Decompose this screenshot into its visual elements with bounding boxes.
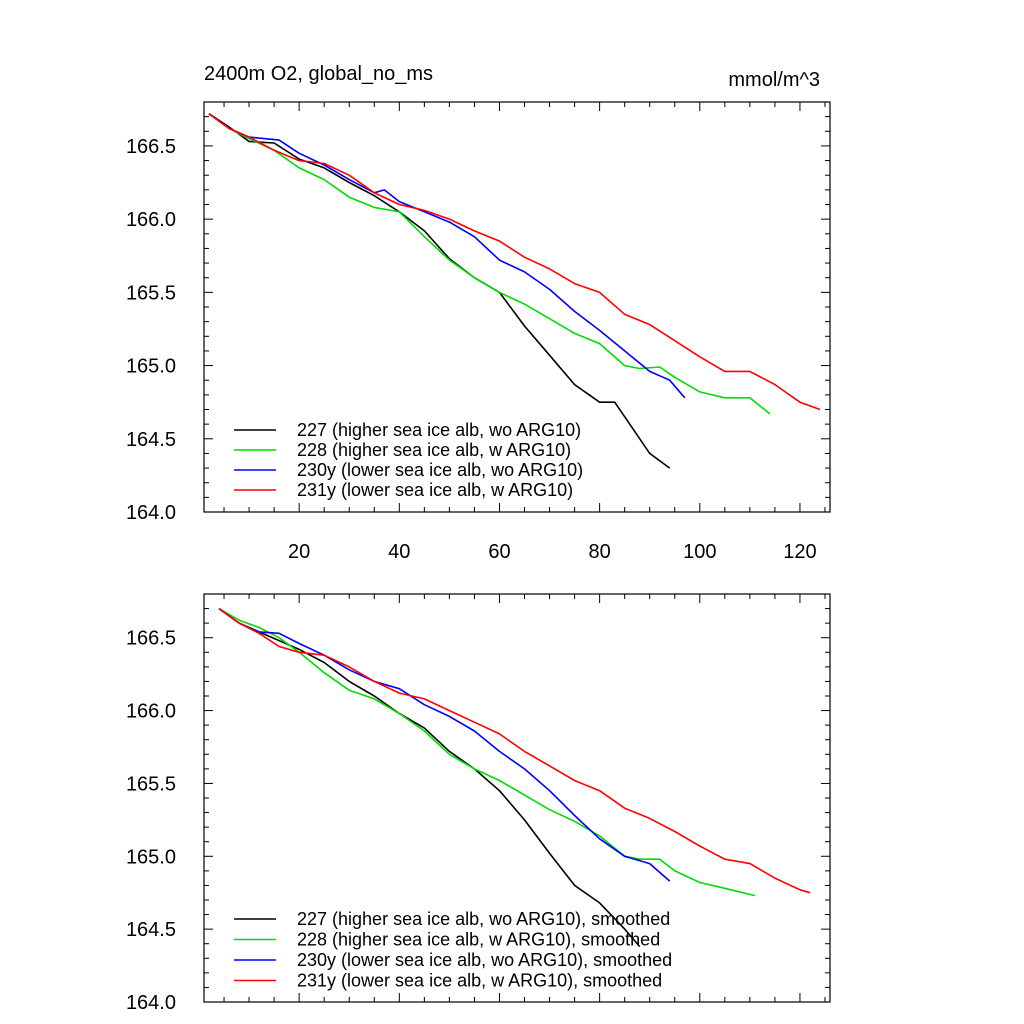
- y-tick-label: 166.0: [126, 701, 176, 723]
- legend-label: 230y (lower sea ice alb, wo ARG10), smoo…: [297, 950, 672, 970]
- units-label: mmol/m^3: [728, 69, 820, 91]
- y-tick-label: 165.0: [126, 356, 176, 378]
- y-tick-label: 166.5: [126, 136, 176, 158]
- legend-label: 231y (lower sea ice alb, w ARG10), smoot…: [297, 971, 662, 991]
- legend-label: 227 (higher sea ice alb, wo ARG10): [297, 420, 581, 440]
- y-tick-label: 165.5: [126, 773, 176, 795]
- y-tick-label: 164.0: [126, 502, 176, 524]
- series-line: [208, 113, 821, 411]
- legend-label: 228 (higher sea ice alb, w ARG10), smoot…: [297, 930, 660, 950]
- y-tick-label: 165.0: [126, 846, 176, 868]
- figure-title: 2400m O2, global_no_ms: [204, 63, 433, 85]
- x-tick-label: 80: [589, 541, 611, 563]
- x-tick-label: 100: [683, 541, 716, 563]
- y-tick-label: 164.5: [126, 919, 176, 941]
- series-line: [208, 113, 671, 469]
- x-tick-label: 20: [288, 541, 310, 563]
- x-tick-label: 60: [488, 541, 510, 563]
- lower-plot-panel: 164.0 164.5 165.0 165.5 166.0 166.5 227 (highe…: [126, 593, 831, 1014]
- y-tick-label: 166.0: [126, 209, 176, 231]
- series-line: [218, 607, 756, 897]
- legend-label: 230y (lower sea ice alb, wo ARG10): [297, 460, 583, 480]
- y-tick-label: 165.5: [126, 282, 176, 304]
- x-tick-label: 120: [783, 541, 816, 563]
- series-line: [218, 607, 641, 948]
- series-line: [218, 607, 811, 894]
- legend-label: 228 (higher sea ice alb, w ARG10): [297, 440, 571, 460]
- legend-label: 231y (lower sea ice alb, w ARG10): [297, 480, 573, 500]
- series-line: [208, 113, 771, 415]
- series-line: [218, 607, 671, 882]
- y-tick-label: 166.5: [126, 628, 176, 650]
- legend-label: 227 (higher sea ice alb, wo ARG10), smoo…: [297, 909, 670, 929]
- y-tick-label: 164.0: [126, 992, 176, 1014]
- y-tick-label: 164.5: [126, 429, 176, 451]
- series-line: [208, 113, 686, 399]
- x-tick-label: 40: [388, 541, 410, 563]
- upper-plot-panel: 20 40 60 80 100 120 164.0 164.5 165.0 165.5 166.0 1…: [126, 101, 831, 563]
